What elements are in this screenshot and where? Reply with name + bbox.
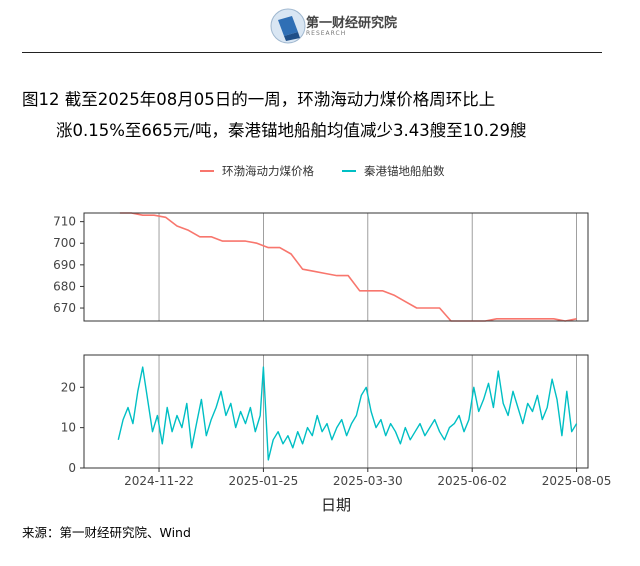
coal-ytick-label-3: 690: [53, 258, 76, 272]
coal-series-line: [119, 212, 577, 322]
ships-ytick-label-3: 20: [61, 380, 76, 394]
x-tick-label-5: 2025-08-05: [542, 474, 612, 488]
x-axis-title: 日期: [321, 496, 351, 514]
header-divider: [22, 52, 602, 53]
chart-title-line-1: 图12 截至2025年08月05日的一周，环渤海动力煤价格周环比上: [22, 90, 496, 109]
legend-label-1: 环渤海动力煤价格: [222, 164, 314, 178]
coal-panel-border: [83, 212, 589, 322]
ships-panel-border: [83, 354, 589, 469]
source-note: 来源：第一财经研究院、Wind: [22, 525, 191, 540]
x-tick-label-3: 2025-03-30: [333, 474, 403, 488]
logo-subtitle: RESEARCH: [306, 30, 347, 37]
ships-series-line: [117, 366, 578, 461]
chart-title-line-2: 涨0.15%至665元/吨，秦港锚地船舶均值减少3.43艘至10.29艘: [56, 121, 527, 140]
x-tick-label-4: 2025-06-02: [437, 474, 507, 488]
coal-ytick-label-4: 700: [53, 236, 76, 250]
coal-ytick-label-5: 710: [53, 215, 76, 229]
coal-ytick-label-2: 680: [53, 279, 76, 293]
ship-count-panel: 0 10 20: [61, 354, 589, 475]
x-axis: 2024-11-22 2025-01-25 2025-03-30 2025-06-02…: [124, 468, 611, 514]
ships-ytick-label-1: 0: [68, 461, 76, 475]
x-tick-label-1: 2024-11-22: [124, 474, 194, 488]
ships-ytick-label-2: 10: [61, 421, 76, 435]
x-tick-label-2: 2025-01-25: [229, 474, 299, 488]
legend-label-2: 秦港锚地船舶数: [364, 164, 445, 178]
legend: 环渤海动力煤价格 秦港锚地船舶数: [200, 164, 445, 178]
coal-ytick-label-1: 670: [53, 301, 76, 315]
logo-name: 第一财经研究院: [306, 16, 398, 31]
research-logo-icon: [270, 8, 306, 44]
coal-price-panel: 670 680 690 700 710: [53, 212, 589, 322]
